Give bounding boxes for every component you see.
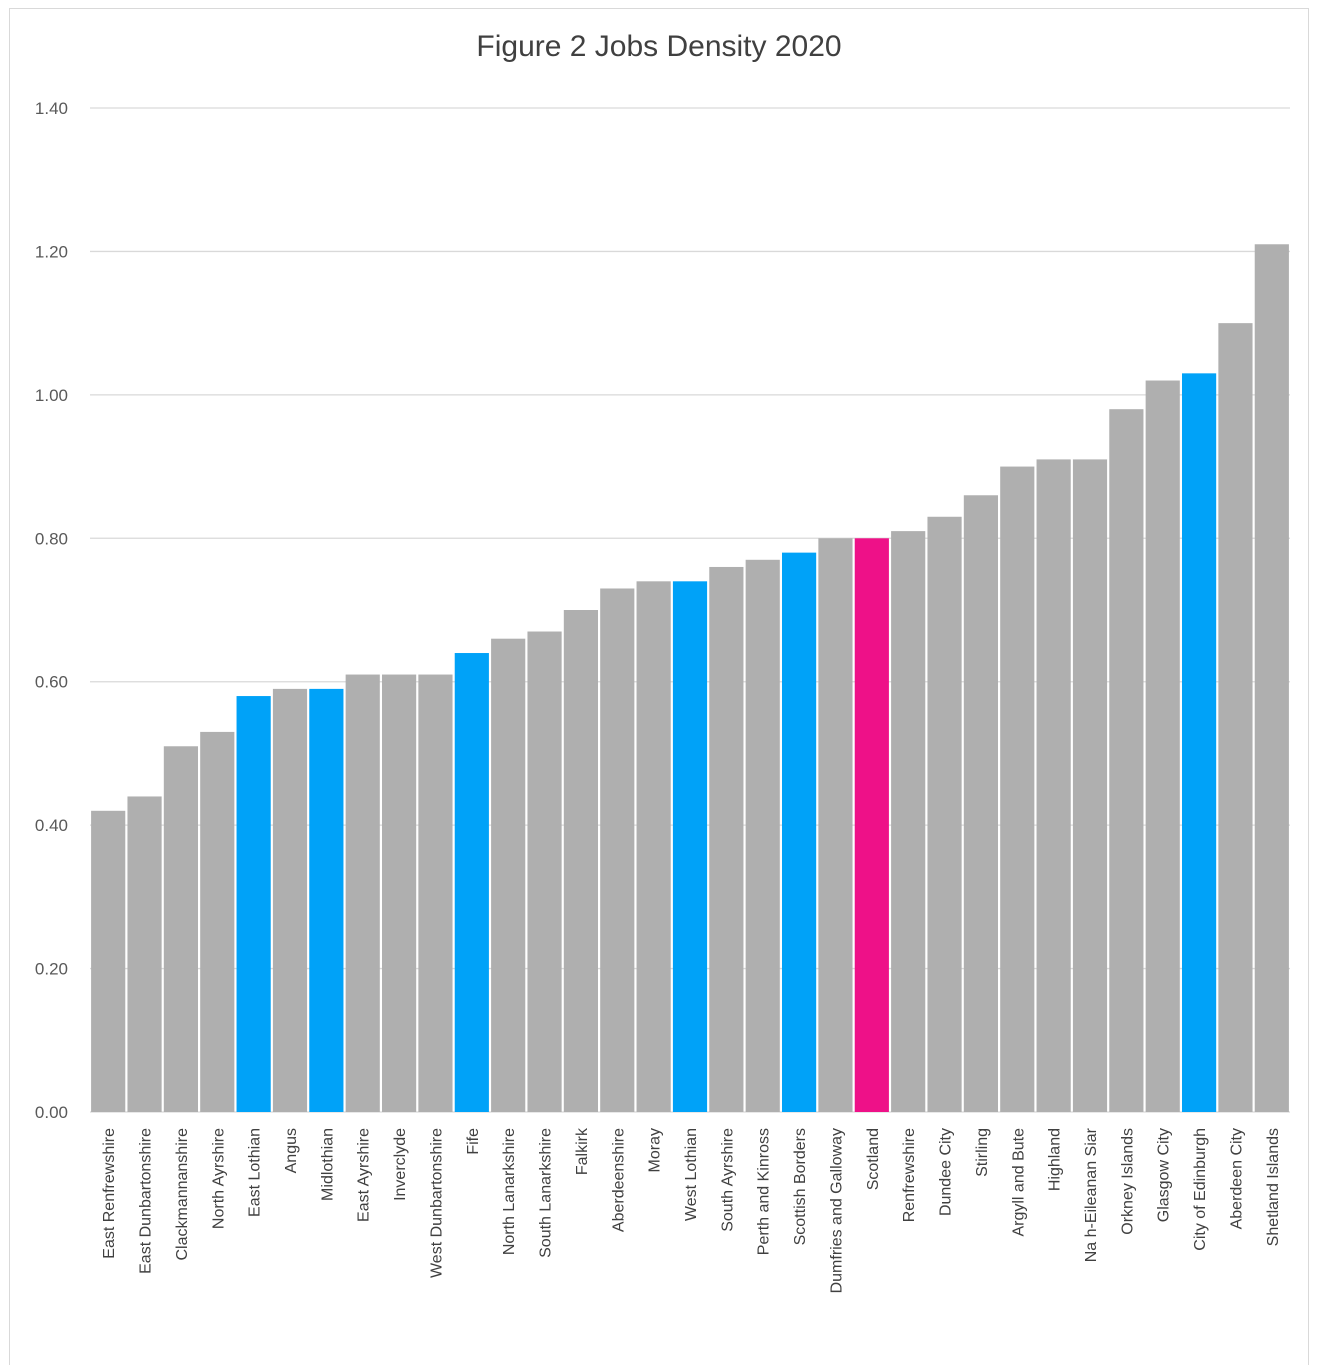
y-tick-label: 1.00 — [35, 386, 68, 405]
bar — [200, 731, 235, 1112]
x-tick-label: Aberdeen City — [1228, 1128, 1245, 1229]
bar — [1182, 373, 1217, 1112]
bar — [963, 495, 998, 1112]
bar — [163, 746, 198, 1112]
bar — [382, 674, 417, 1112]
x-tick-label: West Dunbartonshire — [428, 1128, 445, 1278]
x-tick-label: Na h-Eileanan Siar — [1083, 1127, 1100, 1262]
x-tick-label: Renfrewshire — [901, 1128, 918, 1222]
x-tick-label: Glasgow City — [1156, 1128, 1173, 1222]
bar — [818, 538, 853, 1112]
bar — [927, 516, 962, 1112]
x-tick-label: Orkney Islands — [1119, 1128, 1136, 1235]
y-tick-label: 0.20 — [35, 960, 68, 979]
x-tick-label: Argyll and Bute — [1010, 1128, 1027, 1237]
bar — [782, 552, 817, 1112]
y-tick-label: 0.40 — [35, 816, 68, 835]
bar — [491, 638, 526, 1112]
bar — [709, 566, 744, 1112]
bar — [527, 631, 562, 1112]
x-tick-label: Perth and Kinross — [756, 1128, 773, 1255]
bar — [745, 559, 780, 1112]
bar — [1218, 323, 1253, 1113]
bar — [1109, 409, 1144, 1112]
x-tick-label: Clackmannanshire — [174, 1128, 191, 1261]
bar — [891, 531, 926, 1112]
x-tick-label: East Dunbartonshire — [138, 1128, 155, 1274]
x-tick-label: Falkirk — [574, 1127, 591, 1175]
y-axis-ticks: 0.00 0.20 0.40 0.60 0.80 1.00 1.20 1.40 — [35, 99, 68, 1122]
bar — [600, 588, 635, 1112]
bar — [1072, 459, 1108, 1112]
x-tick-label: Highland — [1047, 1128, 1064, 1191]
x-tick-label: South Lanarkshire — [538, 1128, 555, 1258]
x-tick-label: East Ayrshire — [356, 1128, 373, 1222]
bars — [91, 244, 1289, 1113]
bar — [1254, 244, 1289, 1112]
bar — [563, 610, 598, 1112]
x-tick-label: Midlothian — [319, 1128, 336, 1201]
x-tick-label: Angus — [283, 1128, 300, 1173]
bar — [854, 538, 889, 1112]
x-tick-label: Scottish Borders — [792, 1128, 809, 1245]
chart-title: Figure 2 Jobs Density 2020 — [476, 30, 842, 63]
x-tick-label: East Lothian — [247, 1128, 264, 1217]
bar — [636, 581, 671, 1112]
x-tick-label: West Lothian — [683, 1128, 700, 1221]
x-tick-label: North Ayrshire — [210, 1128, 227, 1229]
x-tick-label: South Ayrshire — [719, 1128, 736, 1232]
x-axis-labels: East Renfrewshire East Dunbartonshire Clac… — [101, 1127, 1282, 1293]
y-tick-label: 0.80 — [35, 529, 68, 548]
x-tick-label: Moray — [647, 1128, 664, 1172]
x-tick-label: Fife — [465, 1128, 482, 1155]
bar — [454, 653, 489, 1112]
y-tick-label: 0.00 — [35, 1103, 68, 1122]
bar — [127, 796, 162, 1112]
bar — [236, 696, 271, 1112]
bar — [272, 688, 308, 1112]
x-tick-label: Shetland Islands — [1265, 1128, 1282, 1246]
bar — [1145, 380, 1180, 1112]
y-tick-label: 1.20 — [35, 242, 68, 261]
x-tick-label: City of Edinburgh — [1192, 1128, 1209, 1251]
bar — [91, 810, 126, 1112]
x-tick-label: Inverclyde — [392, 1128, 409, 1201]
y-tick-label: 1.40 — [35, 99, 68, 118]
x-tick-label: East Renfrewshire — [101, 1128, 118, 1259]
bar — [1000, 466, 1035, 1113]
x-tick-label: Dumfries and Galloway — [828, 1128, 845, 1293]
bar — [672, 581, 708, 1112]
x-tick-label: Dundee City — [938, 1128, 955, 1216]
bar — [1036, 459, 1071, 1112]
x-tick-label: Stirling — [974, 1128, 991, 1177]
x-tick-label: Aberdeenshire — [610, 1128, 627, 1232]
y-tick-label: 0.60 — [35, 673, 68, 692]
x-tick-label: Scotland — [865, 1128, 882, 1190]
bar — [345, 674, 380, 1112]
x-tick-label: North Lanarkshire — [501, 1128, 518, 1255]
bar — [418, 674, 453, 1112]
bar — [309, 688, 344, 1112]
